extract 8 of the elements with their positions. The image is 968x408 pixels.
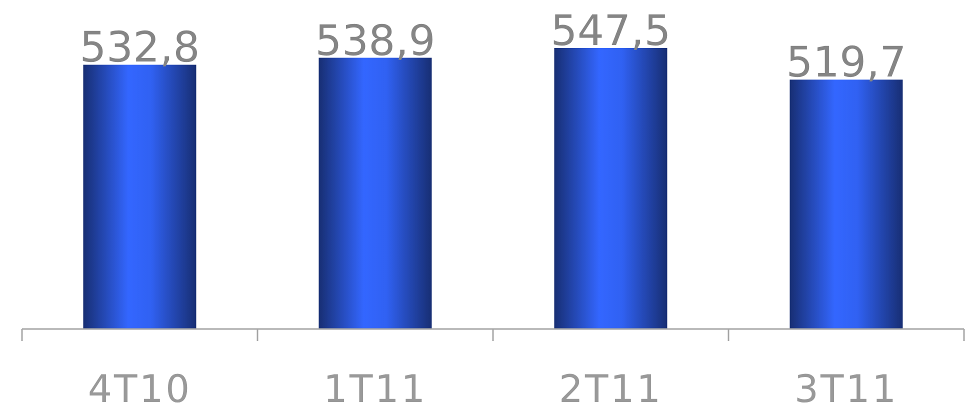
x-tick-label: 4T10 [88,367,192,408]
x-tick-label: 3T11 [794,367,898,408]
x-tick-label: 2T11 [558,367,663,408]
data-label: 519,7 [786,38,906,87]
x-tick-label: 1T11 [323,367,428,408]
data-label: 538,9 [315,16,436,65]
data-label: 532,8 [80,22,200,72]
data-label: 547,5 [550,6,671,55]
